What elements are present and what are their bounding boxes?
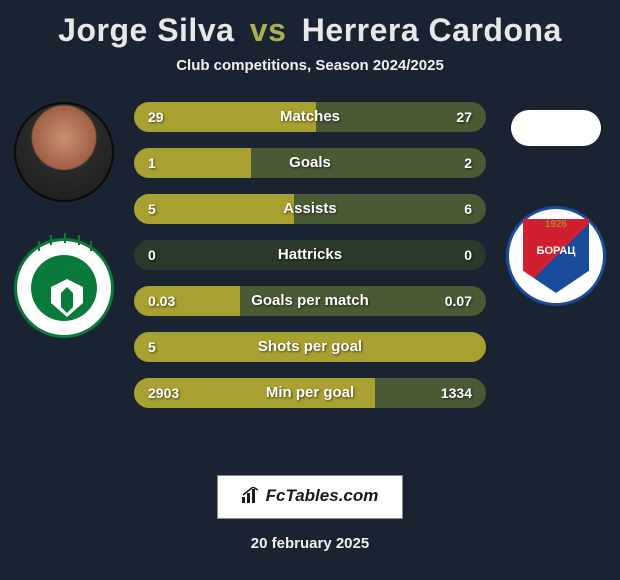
stat-label: Assists (134, 194, 486, 224)
chart-icon (242, 487, 260, 508)
stat-label: Min per goal (134, 378, 486, 408)
club2-badge: 1926 БОРАЦ (506, 206, 606, 306)
footer: FcTables.com 20 february 2025 (0, 475, 620, 552)
stat-value-right: 0.07 (445, 286, 472, 316)
stat-row: 5Assists6 (134, 194, 486, 224)
left-column (8, 102, 120, 338)
comparison-title: Jorge Silva vs Herrera Cardona (0, 0, 620, 49)
stat-row: 5Shots per goal (134, 332, 486, 362)
player2-photo-placeholder (511, 110, 601, 146)
watermark-text: FcTables.com (266, 486, 379, 505)
club2-year: 1926 (509, 219, 603, 230)
stat-label: Shots per goal (134, 332, 486, 362)
watermark-badge: FcTables.com (217, 475, 404, 519)
stat-value-right: 2 (464, 148, 472, 178)
comparison-content: 1926 БОРАЦ 29Matches27 1Goals2 5Assists6 0H… (0, 102, 620, 442)
stat-row: 0.03Goals per match0.07 (134, 286, 486, 316)
club2-name: БОРАЦ (509, 245, 603, 257)
right-column: 1926 БОРАЦ (500, 102, 612, 306)
stat-value-right: 27 (456, 102, 472, 132)
stat-row: 2903Min per goal1334 (134, 378, 486, 408)
club1-badge-inner (43, 273, 91, 321)
stat-label: Goals per match (134, 286, 486, 316)
stat-label: Goals (134, 148, 486, 178)
stats-bars: 29Matches27 1Goals2 5Assists6 0Hattricks0 0.… (134, 102, 486, 424)
stat-row: 0Hattricks0 (134, 240, 486, 270)
stat-label: Matches (134, 102, 486, 132)
player1-name: Jorge Silva (58, 12, 234, 48)
stat-label: Hattricks (134, 240, 486, 270)
player1-photo (14, 102, 114, 202)
stat-value-right: 0 (464, 240, 472, 270)
stat-value-right: 6 (464, 194, 472, 224)
player2-name: Herrera Cardona (302, 12, 562, 48)
date-text: 20 february 2025 (0, 535, 620, 552)
season-subtitle: Club competitions, Season 2024/2025 (0, 57, 620, 74)
stat-row: 1Goals2 (134, 148, 486, 178)
stat-value-right: 1334 (441, 378, 472, 408)
vs-separator: vs (250, 12, 287, 48)
club1-badge (14, 238, 114, 338)
stat-row: 29Matches27 (134, 102, 486, 132)
